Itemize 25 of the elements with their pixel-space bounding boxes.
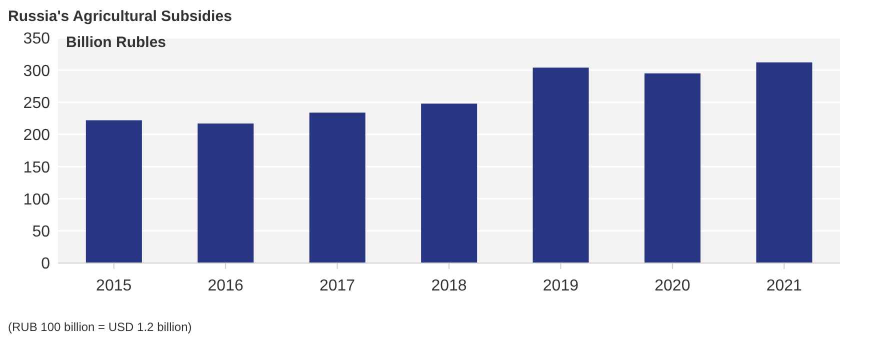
y-tick-label: 350: [23, 30, 50, 48]
bar: [309, 112, 366, 263]
bar: [86, 120, 142, 263]
y-tick-label: 250: [23, 94, 50, 112]
x-tick-label: 2017: [319, 277, 356, 294]
bar: [532, 68, 589, 263]
x-tick-label: 2020: [654, 277, 690, 294]
x-tick-label: 2015: [96, 277, 132, 294]
y-tick-label: 150: [23, 159, 50, 176]
y-tick-label: 300: [23, 62, 50, 80]
x-tick-label: 2019: [542, 277, 579, 294]
y-tick-label: 0: [41, 256, 50, 273]
x-tick-label: 2016: [208, 277, 244, 294]
y-tick-label: 200: [23, 127, 50, 144]
x-tick-label: 2021: [766, 277, 802, 294]
text: (RUB 100 billion = USD 1.2 billion): [8, 320, 192, 334]
bar: [421, 104, 478, 263]
y-tick-label: 50: [32, 224, 50, 241]
x-tick-label: 2018: [431, 277, 467, 294]
chart-title: Russia's Agricultural Subsidies: [8, 8, 232, 25]
y-tick-label: 100: [23, 191, 50, 208]
chart-subtitle: Billion Rubles: [66, 34, 166, 51]
bar: [756, 62, 812, 263]
bar: [198, 124, 254, 263]
bar: [644, 73, 700, 263]
